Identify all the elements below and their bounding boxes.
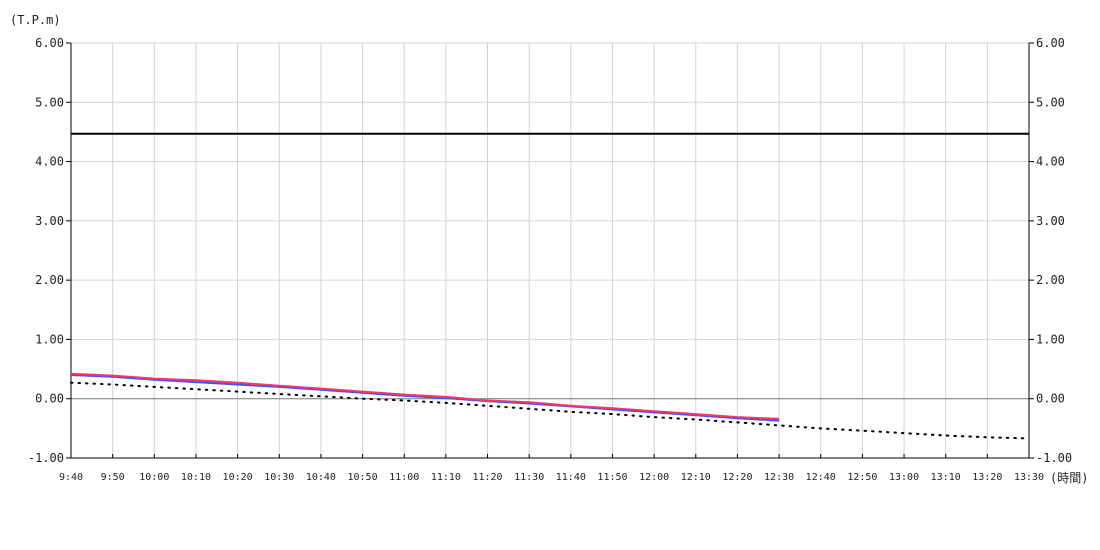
- series-group: [70, 372, 1030, 440]
- x-tick-label: 10:40: [306, 472, 336, 483]
- x-tick-label: 10:10: [181, 472, 211, 483]
- x-axis-unit-label: (時間): [1050, 471, 1088, 485]
- x-tick-label: 12:30: [764, 472, 794, 483]
- y-tick-label-right: 4.00: [1036, 155, 1065, 169]
- y-tick-label-left: -1.00: [28, 451, 64, 465]
- axes: [66, 42, 1034, 459]
- x-tick-label: 10:50: [348, 472, 378, 483]
- x-tick-label: 11:40: [556, 472, 586, 483]
- x-tick-label: 13:20: [972, 472, 1002, 483]
- y-tick-label-right: 2.00: [1036, 273, 1065, 287]
- series-line-observed-blue: [70, 374, 780, 422]
- y-axis-unit-label: (T.P.m): [10, 13, 61, 27]
- y-tick-label-left: 1.00: [35, 332, 64, 346]
- series-line-observed-red: [70, 372, 780, 420]
- x-tick-label: 12:00: [639, 472, 669, 483]
- x-tick-label: 13:00: [889, 472, 919, 483]
- y-tick-label-left: 5.00: [35, 95, 64, 109]
- x-tick-label: 12:20: [722, 472, 752, 483]
- y-tick-label-left: 6.00: [35, 36, 64, 50]
- x-tick-label: 11:20: [472, 472, 502, 483]
- y-tick-label-right: 0.00: [1036, 392, 1065, 406]
- x-tick-label: 10:30: [264, 472, 294, 483]
- grid-lines: [71, 42, 1029, 458]
- x-tick-label: 10:00: [139, 472, 169, 483]
- x-tick-label: 11:30: [514, 472, 544, 483]
- y-tick-label-left: 3.00: [35, 214, 64, 228]
- y-tick-label-right: 1.00: [1036, 332, 1065, 346]
- y-tick-label-left: 0.00: [35, 392, 64, 406]
- x-tick-label: 12:10: [681, 472, 711, 483]
- x-tick-label: 9:40: [59, 472, 83, 483]
- x-tick-label: 11:10: [431, 472, 461, 483]
- y-axis-tick-labels: 6.00 6.00 5.00 5.00 4.00 4.00 3.00 3.00 2.00 2.00…: [28, 36, 1072, 465]
- x-tick-label: 13:30: [1014, 472, 1044, 483]
- x-tick-label: 12:40: [806, 472, 836, 483]
- y-tick-label-right: 6.00: [1036, 36, 1065, 50]
- x-tick-label: 9:50: [101, 472, 125, 483]
- x-axis-tick-labels: 9:40 9:50 10:00 10:10 10:20 10:30 10:40 10:50 11…: [59, 472, 1044, 483]
- x-tick-label: 10:20: [223, 472, 253, 483]
- x-tick-label: 12:50: [847, 472, 877, 483]
- x-tick-label: 13:10: [931, 472, 961, 483]
- series-line-predicted-dotted: [70, 381, 1030, 440]
- y-tick-label-right: 3.00: [1036, 214, 1065, 228]
- y-tick-label-right: 5.00: [1036, 95, 1065, 109]
- y-tick-label-left: 4.00: [35, 155, 64, 169]
- x-tick-label: 11:50: [597, 472, 627, 483]
- x-tick-label: 11:00: [389, 472, 419, 483]
- y-tick-label-left: 2.00: [35, 273, 64, 287]
- y-tick-label-right: -1.00: [1036, 451, 1072, 465]
